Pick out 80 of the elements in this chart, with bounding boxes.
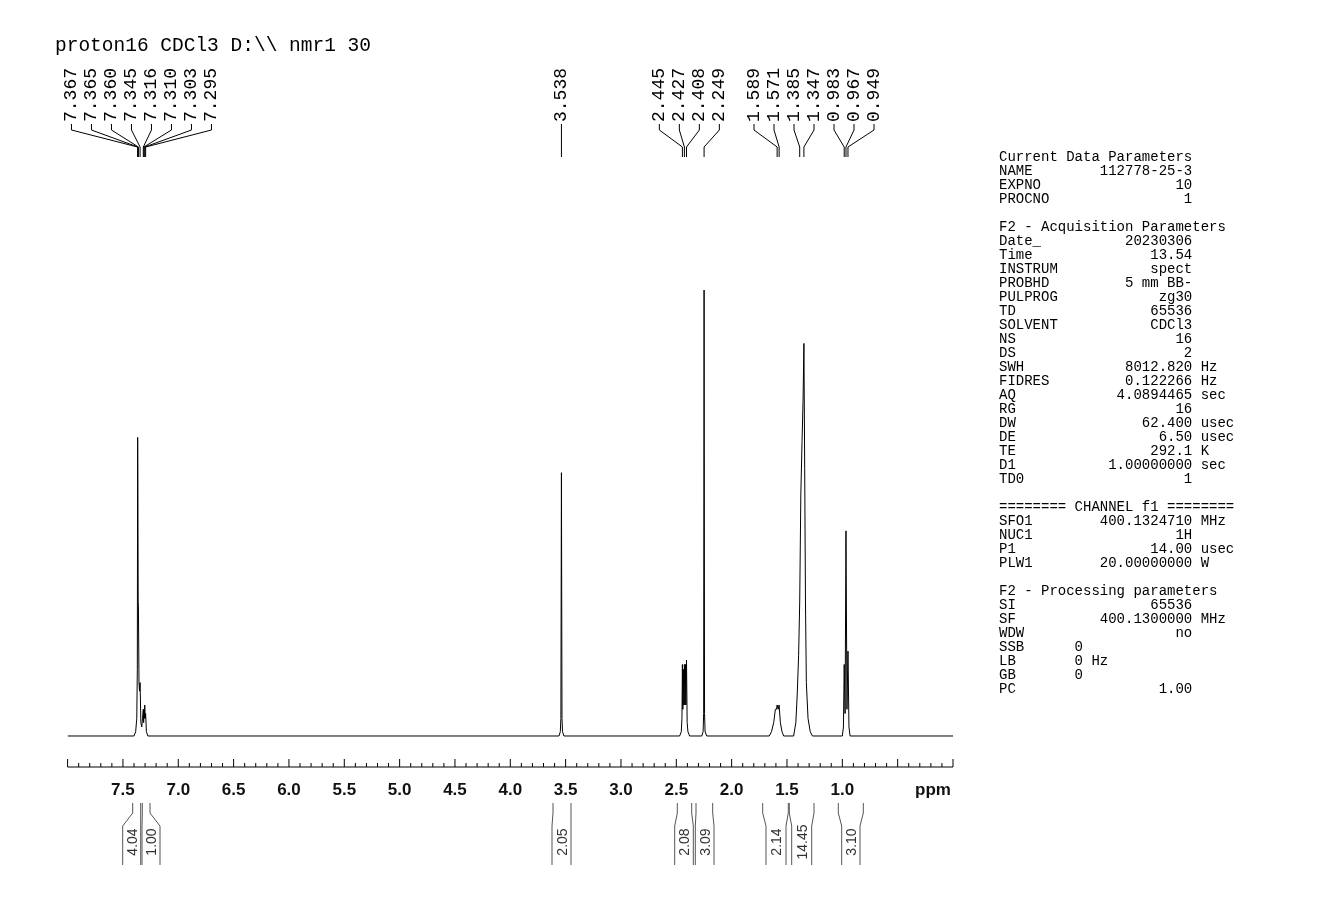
text: SWH 8012.820 Hz bbox=[999, 359, 1219, 375]
annotation: 7.365 bbox=[81, 67, 102, 122]
text: SOLVENT CDCl3 bbox=[999, 317, 1194, 333]
text: DE 6.50 usec bbox=[999, 429, 1235, 445]
x-axis-title: ppm bbox=[915, 780, 951, 799]
text: PULPROG zg30 bbox=[999, 289, 1194, 305]
annotation: 1.385 bbox=[784, 67, 805, 122]
text: F2 - Processing parameters bbox=[999, 583, 1219, 599]
text: RG 16 bbox=[999, 401, 1194, 417]
x-tick-label: 1.0 bbox=[830, 780, 855, 799]
x-tick-label: 4.5 bbox=[443, 780, 467, 799]
text: P1 14.00 usec bbox=[999, 541, 1235, 557]
text: Date_ 20230306 bbox=[999, 233, 1194, 249]
annotation: 2.249 bbox=[709, 67, 730, 122]
annotation: 7.303 bbox=[181, 67, 202, 122]
x-tick-label: 7.0 bbox=[166, 780, 191, 799]
text: D1 1.00000000 sec bbox=[999, 457, 1227, 473]
text: SFO1 400.1324710 MHz bbox=[999, 513, 1227, 529]
text: 4.04 bbox=[123, 828, 140, 856]
text: SI 65536 bbox=[999, 597, 1193, 613]
annotation: 2.445 bbox=[649, 67, 670, 122]
text: ======== CHANNEL f1 ======== bbox=[999, 499, 1235, 515]
annotation: 7.367 bbox=[61, 67, 82, 122]
text: EXPNO 10 bbox=[999, 177, 1193, 193]
text: 2.05 bbox=[553, 828, 570, 856]
text: SF 400.1300000 MHz bbox=[999, 611, 1226, 627]
text: TE 292.1 K bbox=[999, 443, 1211, 459]
x-tick-label: 5.0 bbox=[387, 780, 412, 799]
text: PROCNO 1 bbox=[999, 191, 1193, 207]
annotation: 7.316 bbox=[141, 67, 162, 122]
annotation: 0.949 bbox=[864, 67, 885, 122]
x-tick-label: 2.5 bbox=[664, 780, 689, 799]
x-tick-label: 6.5 bbox=[221, 780, 246, 799]
text: Time 13.54 bbox=[999, 247, 1194, 263]
x-tick-label: 4.0 bbox=[498, 780, 523, 799]
annotation: 2.408 bbox=[689, 67, 710, 122]
x-tick-label: 3.5 bbox=[553, 780, 578, 799]
text: TD 65536 bbox=[999, 303, 1194, 319]
text: 3.09 bbox=[696, 828, 713, 856]
text: AQ 4.0894465 sec bbox=[999, 387, 1227, 403]
text: LB 0 Hz bbox=[999, 653, 1110, 669]
text: 2.14 bbox=[768, 828, 784, 856]
text: Current Data Parameters bbox=[999, 149, 1193, 165]
text: PLW1 20.00000000 W bbox=[999, 555, 1211, 571]
text: 1.00 bbox=[143, 828, 159, 856]
annotation: 0.983 bbox=[824, 67, 845, 122]
text: INSTRUM spect bbox=[999, 261, 1194, 277]
text: NS 16 bbox=[999, 331, 1194, 347]
text: DS 2 bbox=[999, 345, 1194, 361]
text: TD0 1 bbox=[999, 471, 1194, 487]
annotation: 7.310 bbox=[161, 67, 182, 122]
text: DW 62.400 usec bbox=[999, 415, 1235, 431]
x-tick-label: 6.0 bbox=[277, 780, 301, 799]
text: 2.08 bbox=[676, 828, 692, 856]
text: NUC1 1H bbox=[999, 527, 1194, 543]
text: NAME 112778-25-3 bbox=[999, 163, 1193, 179]
annotation: 7.295 bbox=[201, 67, 222, 122]
annotation: 1.589 bbox=[744, 67, 765, 122]
annotation: 0.967 bbox=[844, 67, 865, 122]
annotation: 7.345 bbox=[121, 67, 142, 122]
x-tick-label: 1.5 bbox=[775, 780, 799, 799]
annotation: 2.427 bbox=[669, 67, 690, 122]
text: 14.45 bbox=[793, 824, 810, 860]
annotation: 1.347 bbox=[804, 67, 825, 122]
x-tick-label: 2.0 bbox=[719, 780, 744, 799]
text: SSB 0 bbox=[999, 639, 1084, 655]
x-tick-label: 3.0 bbox=[609, 780, 633, 799]
text: FIDRES 0.122266 Hz bbox=[999, 373, 1219, 389]
text: GB 0 bbox=[999, 667, 1084, 683]
annotation: 7.360 bbox=[101, 67, 122, 122]
text: PC 1.00 bbox=[999, 681, 1194, 697]
text: 3.10 bbox=[842, 828, 859, 856]
text: WDW no bbox=[999, 625, 1194, 641]
annotation: 1.571 bbox=[764, 67, 785, 122]
text: PROBHD 5 mm BB- bbox=[999, 275, 1194, 291]
x-tick-label: 5.5 bbox=[332, 780, 357, 799]
chart-title: proton16 CDCl3 D:\\ nmr1 30 bbox=[55, 35, 371, 57]
text: F2 - Acquisition Parameters bbox=[999, 219, 1227, 235]
annotation: 3.538 bbox=[551, 67, 572, 122]
x-tick-label: 7.5 bbox=[111, 780, 135, 799]
